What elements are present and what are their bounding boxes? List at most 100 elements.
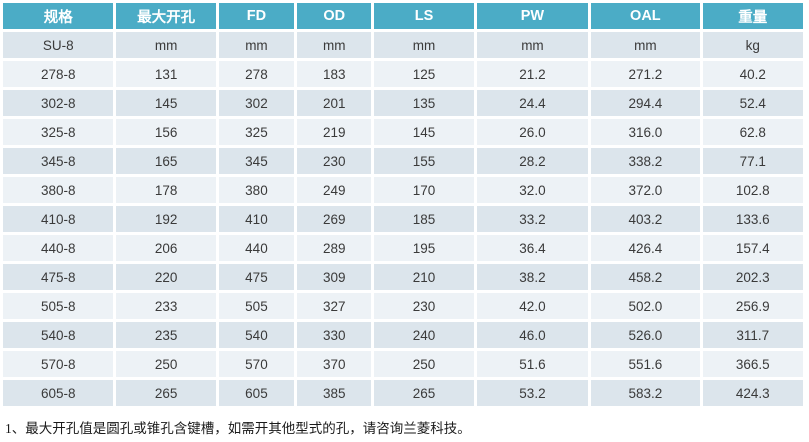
table-cell: 145 (116, 90, 216, 116)
table-cell: 145 (374, 119, 474, 145)
table-cell: SU-8 (3, 32, 114, 58)
table-cell: 278 (218, 61, 295, 87)
data-row: 345-8 165 345 230 155 28.2 338.2 77.1 (3, 148, 803, 174)
table-cell: 233 (116, 293, 216, 319)
table-cell: 36.4 (476, 235, 589, 261)
table-cell: 135 (374, 90, 474, 116)
table-cell: 370 (297, 351, 372, 377)
table-cell: 330 (297, 322, 372, 348)
table-cell: 605 (218, 380, 295, 406)
column-header-0: 规格 (3, 3, 114, 29)
table-body: SU-8 mm mm mm mm mm mm kg 278-8 131 278 183 125 21.2 2… (3, 32, 803, 406)
table-cell: 327 (297, 293, 372, 319)
table-cell: 183 (297, 61, 372, 87)
data-row: 605-8 265 605 385 265 53.2 583.2 424.3 (3, 380, 803, 406)
column-header-1: 最大开孔 (116, 3, 216, 29)
table-cell: 210 (374, 264, 474, 290)
data-row: 325-8 156 325 219 145 26.0 316.0 62.8 (3, 119, 803, 145)
table-cell: 21.2 (476, 61, 589, 87)
table-cell: 410-8 (3, 206, 114, 232)
table-cell: mm (116, 32, 216, 58)
table-cell: 77.1 (702, 148, 803, 174)
column-header-4: LS (374, 3, 474, 29)
data-row: 505-8 233 505 327 230 42.0 502.0 256.9 (3, 293, 803, 319)
table-cell: 502.0 (591, 293, 700, 319)
table-cell: 192 (116, 206, 216, 232)
table-cell: 325-8 (3, 119, 114, 145)
table-cell: 157.4 (702, 235, 803, 261)
unit-row: SU-8 mm mm mm mm mm mm kg (3, 32, 803, 58)
data-row: 410-8 192 410 269 185 33.2 403.2 133.6 (3, 206, 803, 232)
table-cell: 385 (297, 380, 372, 406)
table-cell: 311.7 (702, 322, 803, 348)
table-cell: 40.2 (702, 61, 803, 87)
table-cell: 289 (297, 235, 372, 261)
table-cell: 345 (218, 148, 295, 174)
table-cell: 570 (218, 351, 295, 377)
table-cell: 380 (218, 177, 295, 203)
data-row: 540-8 235 540 330 240 46.0 526.0 311.7 (3, 322, 803, 348)
table-cell: 366.5 (702, 351, 803, 377)
table-cell: 155 (374, 148, 474, 174)
table-cell: 230 (374, 293, 474, 319)
table-cell: 38.2 (476, 264, 589, 290)
table-cell: 505 (218, 293, 295, 319)
table-cell: 24.4 (476, 90, 589, 116)
table-cell: 302 (218, 90, 295, 116)
table-cell: 170 (374, 177, 474, 203)
table-cell: 271.2 (591, 61, 700, 87)
table-cell: 403.2 (591, 206, 700, 232)
table-cell: 133.6 (702, 206, 803, 232)
table-cell: mm (218, 32, 295, 58)
table-cell: 230 (297, 148, 372, 174)
spec-table: 规格 最大开孔 FD OD LS PW OAL 重量 SU-8 mm mm mm mm mm mm kg 27… (3, 3, 803, 406)
table-cell: 458.2 (591, 264, 700, 290)
table-cell: kg (702, 32, 803, 58)
table-cell: 178 (116, 177, 216, 203)
table-cell: 505-8 (3, 293, 114, 319)
table-cell: 570-8 (3, 351, 114, 377)
table-cell: 206 (116, 235, 216, 261)
table-cell: 475-8 (3, 264, 114, 290)
table-cell: 475 (218, 264, 295, 290)
table-cell: 185 (374, 206, 474, 232)
table-cell: 240 (374, 322, 474, 348)
table-cell: 250 (116, 351, 216, 377)
table-cell: 345-8 (3, 148, 114, 174)
column-header-3: OD (297, 3, 372, 29)
column-header-7: 重量 (702, 3, 803, 29)
table-cell: 219 (297, 119, 372, 145)
table-cell: 410 (218, 206, 295, 232)
table-cell: 202.3 (702, 264, 803, 290)
table-cell: 53.2 (476, 380, 589, 406)
table-cell: 269 (297, 206, 372, 232)
table-cell: mm (297, 32, 372, 58)
table-cell: 302-8 (3, 90, 114, 116)
table-cell: 265 (116, 380, 216, 406)
table-cell: 28.2 (476, 148, 589, 174)
table-cell: 52.4 (702, 90, 803, 116)
table-cell: mm (476, 32, 589, 58)
data-row: 278-8 131 278 183 125 21.2 271.2 40.2 (3, 61, 803, 87)
table-cell: 526.0 (591, 322, 700, 348)
table-cell: 338.2 (591, 148, 700, 174)
table-cell: mm (591, 32, 700, 58)
table-cell: 309 (297, 264, 372, 290)
table-cell: 426.4 (591, 235, 700, 261)
table-cell: 278-8 (3, 61, 114, 87)
table-cell: 294.4 (591, 90, 700, 116)
table-cell: 201 (297, 90, 372, 116)
data-row: 570-8 250 570 370 250 51.6 551.6 366.5 (3, 351, 803, 377)
table-cell: 540-8 (3, 322, 114, 348)
data-row: 302-8 145 302 201 135 24.4 294.4 52.4 (3, 90, 803, 116)
table-cell: 51.6 (476, 351, 589, 377)
table-cell: 235 (116, 322, 216, 348)
table-cell: 195 (374, 235, 474, 261)
table-cell: 249 (297, 177, 372, 203)
table-cell: 605-8 (3, 380, 114, 406)
data-row: 380-8 178 380 249 170 32.0 372.0 102.8 (3, 177, 803, 203)
table-cell: 265 (374, 380, 474, 406)
column-header-6: OAL (591, 3, 700, 29)
data-row: 475-8 220 475 309 210 38.2 458.2 202.3 (3, 264, 803, 290)
